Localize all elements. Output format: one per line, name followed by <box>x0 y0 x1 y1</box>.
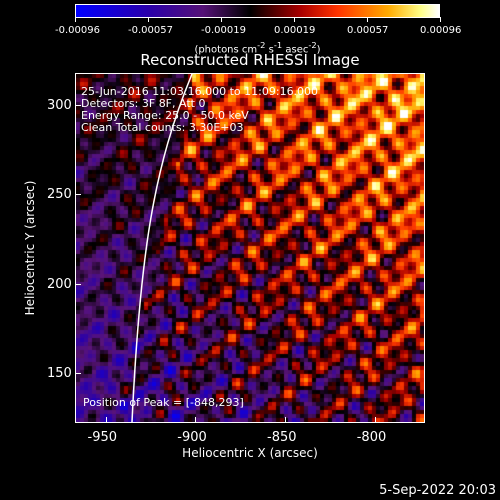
colorbar <box>75 4 440 18</box>
x-tick-label: -950 <box>87 430 118 445</box>
rhessi-image-canvas <box>76 74 424 422</box>
colorbar-tick-label: -0.00019 <box>201 25 246 36</box>
colorbar-tick-label: 0.00057 <box>347 25 389 36</box>
colorbar-tick <box>75 17 76 22</box>
plot-title: Reconstructed RHESSI Image <box>140 51 360 69</box>
detectors-label: Detectors: 3F 8F, Att 0 <box>81 97 206 110</box>
colorbar-tick <box>221 17 222 22</box>
x-tick-label: -850 <box>267 430 297 445</box>
colorbar-tick <box>367 17 368 22</box>
time-range-label: 25-Jun-2016 11:03:16.000 to 11:09:16.000 <box>81 85 319 98</box>
x-tick <box>105 417 107 423</box>
y-tick-label: 150 <box>47 366 72 381</box>
colorbar-tick-label: 0.00019 <box>274 25 316 36</box>
clean-counts-label: Clean Total counts: 3.30E+03 <box>81 121 244 134</box>
x-tick-label: -900 <box>177 430 207 445</box>
colorbar-units: (photons cm-2 s-1 asec-2) <box>194 40 321 56</box>
x-tick-label: -800 <box>356 430 387 445</box>
colorbar-tick <box>440 17 441 22</box>
peak-position-label: Position of Peak = [-848,293] <box>83 396 244 409</box>
limb-overlay <box>131 74 193 422</box>
timestamp: 5-Sep-2022 20:03 <box>379 483 496 498</box>
x-tick <box>195 417 197 423</box>
x-tick <box>374 417 376 423</box>
y-tick <box>75 105 81 107</box>
y-tick-label: 250 <box>47 187 72 203</box>
colorbar-tick-label: 0.00096 <box>420 25 462 36</box>
y-tick <box>75 283 81 285</box>
y-tick <box>75 194 81 196</box>
energy-range-label: Energy Range: 25.0 - 50.0 keV <box>81 109 249 122</box>
image-annotations: 25-Jun-2016 11:03:16.000 to 11:09:16.000… <box>81 86 318 134</box>
x-axis-label: Heliocentric X (arcsec) <box>182 446 318 460</box>
y-axis-label: Heliocentric Y (arcsec) <box>23 180 37 316</box>
solar-limb-line <box>131 74 193 422</box>
y-tick-label: 300 <box>47 98 72 114</box>
y-tick-label: 200 <box>47 276 72 292</box>
y-tick <box>75 373 81 374</box>
image-plot-area <box>75 73 425 423</box>
colorbar-tick-label: -0.00096 <box>55 25 100 36</box>
x-tick <box>285 417 286 423</box>
colorbar-tick <box>294 17 295 22</box>
colorbar-tick <box>148 17 149 22</box>
colorbar-tick-label: -0.00057 <box>128 25 173 36</box>
